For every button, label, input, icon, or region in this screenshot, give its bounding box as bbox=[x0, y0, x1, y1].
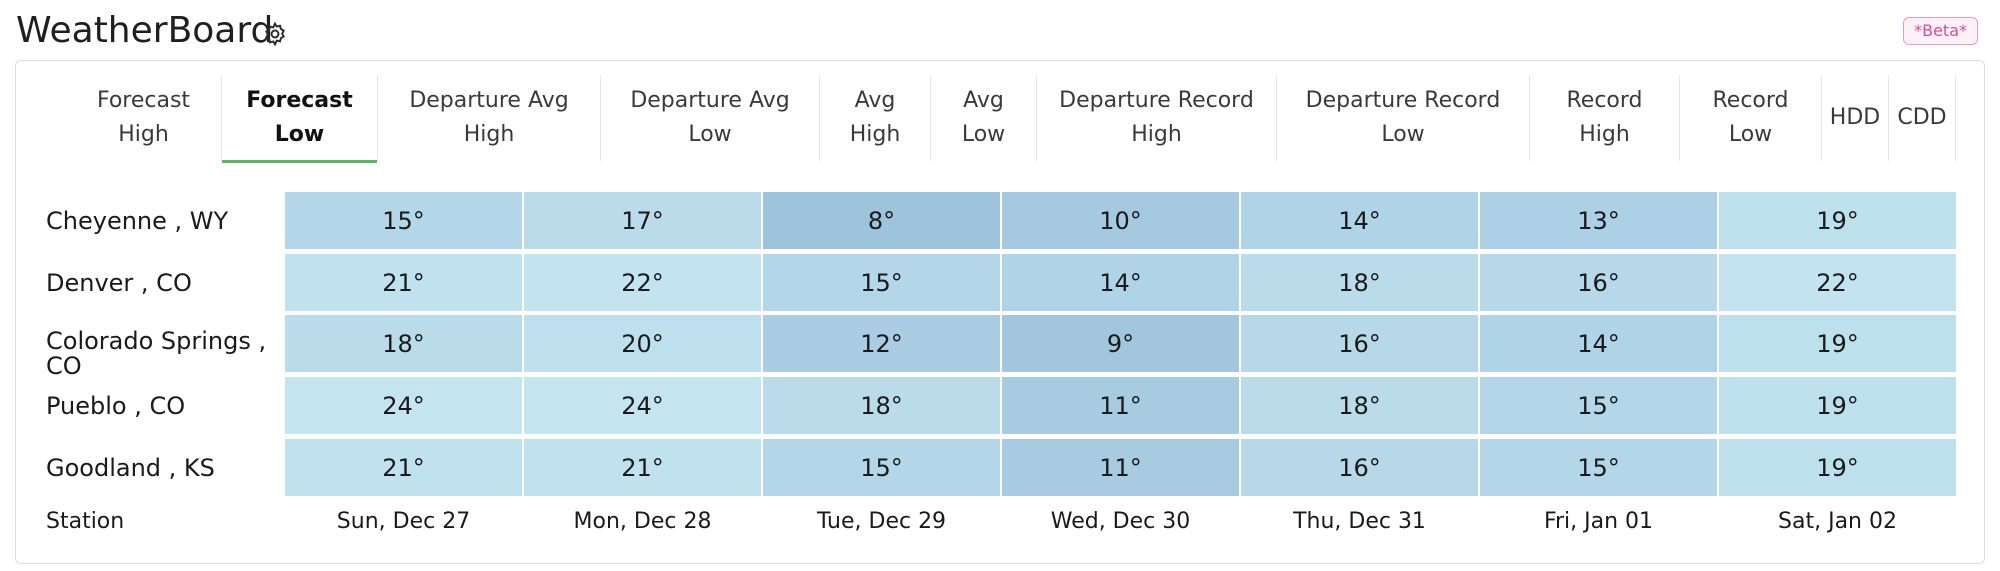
temp-cell: 18° bbox=[1241, 377, 1478, 434]
temp-cell: 10° bbox=[1002, 192, 1239, 249]
temp-cell: 24° bbox=[285, 377, 522, 434]
temp-cell: 12° bbox=[763, 315, 1000, 372]
temp-cell: 22° bbox=[524, 254, 761, 311]
tab-cdd[interactable]: CDD bbox=[1889, 75, 1956, 161]
date-label: Thu, Dec 31 bbox=[1293, 509, 1426, 534]
temp-cell: 15° bbox=[763, 439, 1000, 496]
temp-cell: 16° bbox=[1241, 315, 1478, 372]
date-label: Sat, Jan 02 bbox=[1778, 509, 1897, 534]
temp-cell: 19° bbox=[1719, 192, 1956, 249]
station-name: Denver , CO bbox=[46, 268, 192, 297]
temp-cell: 11° bbox=[1002, 377, 1239, 434]
tab-avg-low[interactable]: Avg Low bbox=[931, 75, 1037, 161]
tab-departure-record-low[interactable]: Departure Record Low bbox=[1277, 75, 1530, 161]
temp-cell: 15° bbox=[285, 192, 522, 249]
date-label: Mon, Dec 28 bbox=[573, 509, 712, 534]
header: WeatherBoard *Beta* bbox=[16, 8, 1984, 60]
temp-cell: 21° bbox=[285, 254, 522, 311]
temp-cell: 18° bbox=[1241, 254, 1478, 311]
temp-cell: 18° bbox=[285, 315, 522, 372]
table-row: Cheyenne , WY 15° 17° 8° 10° 14° 13° 19° bbox=[16, 192, 1986, 249]
temp-cell: 19° bbox=[1719, 439, 1956, 496]
temp-cell: 16° bbox=[1480, 254, 1717, 311]
station-column-label: Station bbox=[46, 509, 125, 534]
metric-tabs: Forecast High Forecast Low Departure Avg… bbox=[66, 75, 1956, 163]
table-row: Denver , CO 21° 22° 15° 14° 18° 16° 22° bbox=[16, 254, 1986, 311]
temp-cell: 15° bbox=[1480, 377, 1717, 434]
temp-cell: 15° bbox=[763, 254, 1000, 311]
temp-cell: 21° bbox=[285, 439, 522, 496]
app-title: WeatherBoard bbox=[16, 10, 274, 51]
tab-record-high[interactable]: Record High bbox=[1530, 75, 1680, 161]
station-name: Cheyenne , WY bbox=[46, 206, 229, 235]
table-row: Goodland , KS 21° 21° 15° 11° 16° 15° 19… bbox=[16, 439, 1986, 496]
date-label: Tue, Dec 29 bbox=[816, 509, 947, 534]
table-row: Colorado Springs , CO 18° 20° 12° 9° 16°… bbox=[16, 315, 1986, 380]
temp-cell: 11° bbox=[1002, 439, 1239, 496]
station-name: Colorado Springs , CO bbox=[46, 327, 267, 380]
table-row: Pueblo , CO 24° 24° 18° 11° 18° 15° 19° bbox=[16, 377, 1986, 434]
tab-departure-record-high[interactable]: Departure Record High bbox=[1037, 75, 1277, 161]
date-label: Fri, Jan 01 bbox=[1543, 509, 1654, 534]
temp-cell: 8° bbox=[763, 192, 1000, 249]
tab-forecast-high[interactable]: Forecast High bbox=[66, 75, 222, 161]
date-label: Sun, Dec 27 bbox=[336, 509, 471, 534]
temp-cell: 14° bbox=[1002, 254, 1239, 311]
forecast-panel: Forecast High Forecast Low Departure Avg… bbox=[15, 60, 1985, 564]
beta-badge: *Beta* bbox=[1903, 17, 1978, 45]
temp-cell: 13° bbox=[1480, 192, 1717, 249]
temp-cell: 15° bbox=[1480, 439, 1717, 496]
tab-departure-avg-low[interactable]: Departure Avg Low bbox=[601, 75, 820, 161]
tab-record-low[interactable]: Record Low bbox=[1680, 75, 1822, 161]
temp-cell: 18° bbox=[763, 377, 1000, 434]
gear-icon[interactable] bbox=[262, 21, 288, 47]
tab-forecast-low[interactable]: Forecast Low bbox=[222, 75, 378, 163]
temp-cell: 17° bbox=[524, 192, 761, 249]
tab-hdd[interactable]: HDD bbox=[1822, 75, 1889, 161]
temp-cell: 20° bbox=[524, 315, 761, 372]
station-name: Pueblo , CO bbox=[46, 391, 186, 420]
temp-cell: 14° bbox=[1241, 192, 1478, 249]
temp-cell: 16° bbox=[1241, 439, 1478, 496]
tab-departure-avg-high[interactable]: Departure Avg High bbox=[378, 75, 601, 161]
station-name: Goodland , KS bbox=[46, 453, 215, 482]
temp-cell: 24° bbox=[524, 377, 761, 434]
date-footer: Station Sun, Dec 27 Mon, Dec 28 Tue, Dec… bbox=[16, 502, 1986, 542]
temp-cell: 14° bbox=[1480, 315, 1717, 372]
tab-avg-high[interactable]: Avg High bbox=[820, 75, 931, 161]
temp-cell: 19° bbox=[1719, 315, 1956, 372]
temp-cell: 19° bbox=[1719, 377, 1956, 434]
temp-cell: 9° bbox=[1002, 315, 1239, 372]
temp-cell: 21° bbox=[524, 439, 761, 496]
date-label: Wed, Dec 30 bbox=[1050, 509, 1191, 534]
temp-cell: 22° bbox=[1719, 254, 1956, 311]
